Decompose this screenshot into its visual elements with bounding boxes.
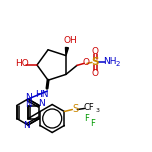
Text: N: N (38, 99, 45, 108)
Text: N: N (25, 93, 31, 102)
Polygon shape (66, 47, 68, 56)
Text: F: F (90, 119, 95, 128)
Text: O: O (92, 47, 99, 56)
Text: HO: HO (15, 59, 29, 69)
Text: N: N (25, 100, 31, 109)
Text: O: O (82, 58, 89, 67)
Text: S: S (72, 104, 78, 114)
Text: O: O (92, 69, 99, 78)
Text: OH: OH (63, 36, 77, 45)
Text: N: N (24, 121, 30, 130)
Text: HN: HN (35, 90, 49, 99)
Text: 2: 2 (116, 61, 120, 67)
Text: 3: 3 (95, 108, 99, 113)
Text: S: S (91, 57, 99, 67)
Text: F: F (84, 114, 89, 123)
Text: NH: NH (103, 57, 117, 66)
Text: CF: CF (84, 103, 95, 112)
